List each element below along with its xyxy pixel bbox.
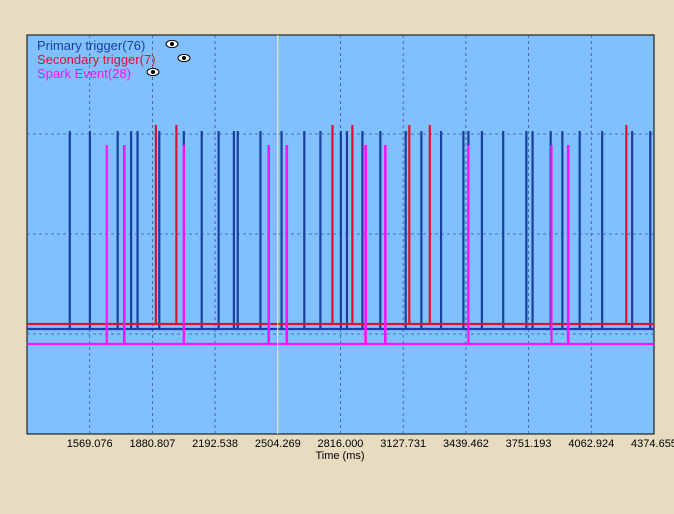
x-tick-label: 3127.731 bbox=[380, 438, 426, 450]
x-tick-label: 3751.193 bbox=[506, 438, 552, 450]
x-tick-label: 2192.538 bbox=[192, 438, 238, 450]
legend-item-primary[interactable]: Primary trigger(76) bbox=[37, 38, 179, 53]
x-axis-label: Time (ms) bbox=[315, 450, 364, 462]
series-2 bbox=[27, 145, 654, 346]
x-axis-ticks: 1569.076 1880.807 2192.538 2504.269 2816.000… bbox=[67, 438, 674, 450]
x-tick-label: 4374.655 bbox=[631, 438, 674, 450]
eye-icon[interactable] bbox=[165, 39, 179, 49]
series-0 bbox=[27, 131, 654, 331]
legend-label-secondary: Secondary trigger(7) bbox=[37, 52, 156, 67]
x-tick-label: 1880.807 bbox=[129, 438, 175, 450]
legend-item-spark[interactable]: Spark Event(28) bbox=[37, 66, 160, 81]
legend-label-spark: Spark Event(28) bbox=[37, 66, 131, 81]
x-tick-label: 4062.924 bbox=[568, 438, 614, 450]
x-tick-label: 1569.076 bbox=[67, 438, 113, 450]
series-1 bbox=[27, 125, 654, 326]
x-tick-label: 2504.269 bbox=[255, 438, 301, 450]
x-tick-label: 2816.000 bbox=[318, 438, 364, 450]
legend-label-primary: Primary trigger(76) bbox=[37, 38, 145, 53]
eye-icon[interactable] bbox=[146, 67, 160, 77]
x-tick-label: 3439.462 bbox=[443, 438, 489, 450]
series-layer bbox=[27, 125, 654, 346]
legend: Primary trigger(76) Secondary trigger(7)… bbox=[37, 38, 191, 81]
eye-icon[interactable] bbox=[177, 53, 191, 63]
legend-item-secondary[interactable]: Secondary trigger(7) bbox=[37, 52, 191, 67]
